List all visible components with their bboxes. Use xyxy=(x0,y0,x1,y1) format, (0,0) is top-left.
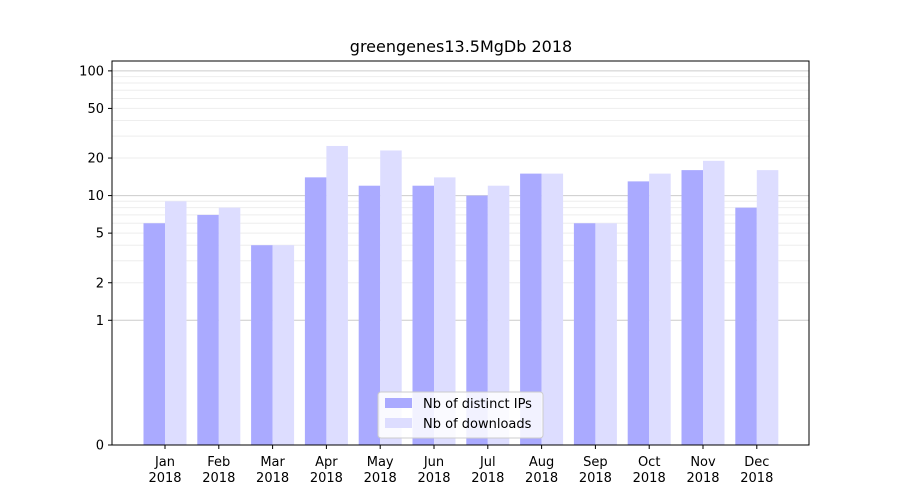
bar-downloads xyxy=(703,160,725,445)
legend-box xyxy=(377,391,544,439)
x-tick-label: Apr 2018 xyxy=(310,455,343,486)
bar-distinct-ips xyxy=(520,173,542,445)
bar-downloads xyxy=(434,177,456,445)
x-axis: Jan 2018 Feb 2018 Mar 2018 Apr 2018 May 2018 Jun 20… xyxy=(148,445,773,486)
x-tick-label: Dec 2018 xyxy=(740,455,773,486)
bar-downloads xyxy=(380,150,402,445)
bar-downloads xyxy=(487,185,510,445)
bar-downloads xyxy=(595,223,617,445)
bar-distinct-ips xyxy=(466,195,488,445)
legend-label: Nb of distinct IPs xyxy=(423,397,532,412)
bar-downloads xyxy=(756,170,779,445)
plot-frame xyxy=(111,60,810,446)
x-tick-label: Jan 2018 xyxy=(148,455,181,486)
bar-distinct-ips xyxy=(197,214,219,445)
legend-swatch xyxy=(385,398,412,408)
x-tick-label: Mar 2018 xyxy=(256,455,289,486)
bar-distinct-ips xyxy=(735,207,757,445)
x-tick-label: Feb 2018 xyxy=(202,455,235,486)
bar-downloads xyxy=(649,173,671,445)
legend: Nb of distinct IPs Nb of downloads xyxy=(377,391,544,439)
y-tick-label: 10 xyxy=(87,189,104,204)
y-tick-label: 20 xyxy=(87,152,104,167)
bar-downloads xyxy=(541,173,564,445)
y-tick-label: 5 xyxy=(96,227,104,242)
bar-downloads xyxy=(218,207,241,445)
x-tick-label: Jun 2018 xyxy=(417,455,450,486)
y-tick-label: 1 xyxy=(96,314,104,329)
x-tick-label: Oct 2018 xyxy=(633,455,666,486)
y-axis: 0 1 2 5 10 20 50 100 xyxy=(79,64,112,454)
x-tick-label: Nov 2018 xyxy=(686,455,719,486)
bar-downloads xyxy=(165,201,187,445)
bar-distinct-ips xyxy=(304,177,327,445)
bar-distinct-ips xyxy=(412,185,434,445)
bar-distinct-ips xyxy=(251,245,273,445)
bar-distinct-ips xyxy=(681,170,703,445)
bars xyxy=(143,145,779,446)
bar-distinct-ips xyxy=(627,181,650,445)
bar-downloads xyxy=(326,145,348,446)
legend-label: Nb of downloads xyxy=(423,417,532,432)
bar-downloads xyxy=(272,245,295,445)
x-tick-label: Aug 2018 xyxy=(525,455,558,486)
chart-title: greengenes13.5MgDb 2018 xyxy=(350,37,572,56)
y-tick-label: 2 xyxy=(96,276,104,291)
x-tick-label: Jul 2018 xyxy=(471,455,504,486)
x-tick-label: May 2018 xyxy=(364,455,397,486)
bar-distinct-ips xyxy=(573,223,596,445)
y-tick-label: 0 xyxy=(96,439,104,454)
legend-swatch xyxy=(385,418,412,428)
bar-distinct-ips xyxy=(358,185,381,445)
x-tick-label: Sep 2018 xyxy=(579,455,612,486)
y-tick-label: 50 xyxy=(87,102,104,117)
bar-distinct-ips xyxy=(143,223,165,445)
y-tick-label: 100 xyxy=(79,64,104,79)
